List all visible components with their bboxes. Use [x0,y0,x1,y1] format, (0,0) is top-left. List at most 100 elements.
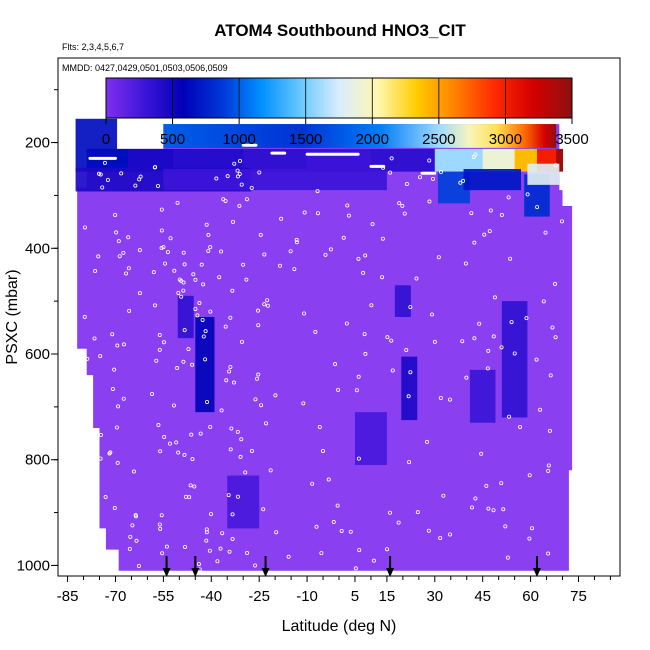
measurement-point [227,369,232,374]
measurement-point [333,362,338,367]
measurement-point [175,366,180,371]
measurement-point [261,507,266,512]
measurement-point [239,182,244,187]
measurement-point [165,250,170,255]
measurement-point [553,163,558,168]
measurement-point [408,305,413,310]
colorbar-tick-label: 2500 [422,131,455,148]
measurement-point [249,448,254,453]
measurement-point [241,262,246,267]
measurement-point [363,253,368,258]
measurement-point [84,441,89,446]
measurement-point [155,183,160,188]
heatmap-cell [177,295,194,339]
measurement-point [186,347,191,352]
measurement-point [335,503,340,508]
measurement-point [286,554,291,559]
high-value-band [163,124,557,148]
measurement-point [235,494,240,499]
measurement-point [315,189,320,194]
heatmap-cell [163,169,387,191]
measurement-point [237,171,242,176]
measurement-point [96,254,101,259]
measurement-point [108,450,113,455]
heatmap-cell [434,148,484,172]
measurement-point [203,329,208,334]
measurement-point [546,463,551,468]
measurement-point [93,269,98,274]
measurement-point [235,168,240,173]
measurement-point [188,483,193,488]
x-axis-title: Latitude (deg N) [282,618,397,635]
measurement-point [238,158,243,163]
measurement-point [187,495,192,500]
measurement-point [314,524,319,529]
measurement-point [253,397,258,402]
measurement-point [174,440,179,445]
y-tick-label: 1000 [17,557,50,574]
measurement-point [121,250,126,255]
measurement-point [137,248,142,253]
measurement-point [137,291,142,296]
measurement-point [354,388,359,393]
measurement-point [301,401,306,406]
measurement-point [538,407,543,412]
measurement-point [181,280,186,285]
colorbar-tick-label: 0 [102,131,110,148]
measurement-point [302,311,307,316]
measurement-point [257,170,262,175]
measurement-point [204,538,209,543]
measurement-point [470,505,475,510]
measurement-points [82,143,564,572]
measurement-point [217,275,222,280]
measurement-point [486,506,491,511]
measurement-point [535,205,540,210]
measurement-point [196,562,201,567]
measurement-point [114,425,119,430]
measurement-point [198,431,203,436]
y-axis: 200 400 600 800 1000 [17,89,58,574]
measurement-point [204,530,209,535]
measurement-point [294,237,299,242]
heatmap-cell [370,148,436,172]
measurement-point [525,192,530,197]
measurement-point [389,338,394,343]
measurement-point [228,315,233,320]
measurement-point [219,249,224,254]
measurement-point [168,236,173,241]
measurement-point [110,386,115,391]
measurement-point [559,219,564,224]
heatmap-cell [401,356,418,421]
measurement-point [110,332,115,337]
measurement-point [193,306,198,311]
heatmap-cell [243,148,308,172]
flight-arrow-head [532,568,541,577]
measurement-point [244,197,249,202]
measurement-point [262,252,267,257]
measurement-point [137,177,142,182]
heatmap-cell [307,148,372,172]
measurement-point [438,535,443,540]
measurement-point [227,549,232,554]
colorbar-tick-label: 1500 [289,131,322,148]
measurement-point [262,302,267,307]
measurement-point [112,367,117,372]
measurement-point [492,295,497,300]
measurement-point [238,454,243,459]
measurement-point [225,174,230,179]
measurement-point [363,351,368,356]
measurement-point [214,176,219,181]
x-axis: -85 -70 -55 -40 -25 -10 5 15 30 45 60 75 [57,576,611,605]
measurement-point [219,408,224,413]
measurement-point [206,248,211,253]
measurement-point [265,303,270,308]
measurement-point [175,200,180,205]
measurement-point [292,267,297,272]
measurement-point [527,473,532,478]
measurement-point [331,520,336,525]
measurement-point [176,450,181,455]
measurement-point [402,211,407,216]
dates-note: MMDD: 0427,0429,0501,0503,0506,0509 [62,63,228,73]
measurement-point [546,551,551,556]
measurement-point [362,332,367,337]
